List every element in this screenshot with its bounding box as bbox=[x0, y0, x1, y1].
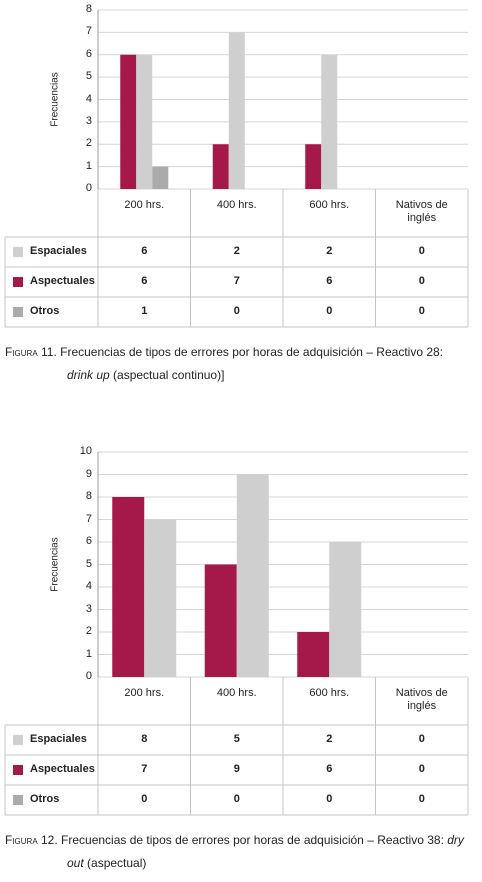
table-value: 7 bbox=[233, 275, 240, 287]
caption: Figura 11. Frecuencias de tipos de error… bbox=[5, 341, 467, 387]
table-value: 0 bbox=[418, 733, 425, 745]
legend-swatch bbox=[13, 765, 23, 775]
table-value: 9 bbox=[233, 763, 240, 775]
table-value: 0 bbox=[233, 305, 240, 317]
bar bbox=[305, 144, 322, 189]
bar bbox=[152, 166, 169, 189]
y-tick-label: 10 bbox=[79, 445, 92, 457]
legend-label: Aspectuales bbox=[30, 275, 95, 287]
table-value: 0 bbox=[141, 793, 148, 805]
y-tick-label: 8 bbox=[85, 3, 92, 15]
caption: Figura 12. Frecuencias de tipos de error… bbox=[5, 829, 467, 875]
y-tick-label: 6 bbox=[85, 535, 92, 547]
y-tick-label: 9 bbox=[85, 467, 92, 480]
bar bbox=[204, 564, 237, 677]
caption-rest: (aspectual continuo)] bbox=[109, 368, 225, 382]
y-axis-label: Frecuencias bbox=[49, 536, 61, 592]
legend-swatch bbox=[13, 795, 23, 805]
table-value: 6 bbox=[326, 763, 333, 775]
column-header: 400 hrs. bbox=[216, 199, 257, 211]
y-tick-label: 1 bbox=[85, 647, 92, 660]
legend-label: Otros bbox=[30, 793, 60, 805]
bar bbox=[321, 54, 338, 189]
caption-italic: drink up bbox=[67, 368, 110, 382]
column-header: 400 hrs. bbox=[216, 687, 257, 699]
table-value: 5 bbox=[233, 733, 240, 745]
table-value: 7 bbox=[141, 763, 148, 775]
legend-swatch bbox=[13, 735, 23, 745]
caption-text: Frecuencias de tipos de errores por hora… bbox=[57, 833, 448, 847]
table-value: 6 bbox=[141, 245, 148, 257]
legend-swatch bbox=[13, 307, 23, 317]
y-tick-label: 2 bbox=[85, 625, 92, 637]
caption-label: Figura 11. bbox=[5, 345, 57, 359]
caption-rest: (aspectual) bbox=[83, 856, 147, 870]
column-header: 200 hrs. bbox=[124, 687, 165, 699]
y-tick-label: 7 bbox=[85, 512, 92, 525]
legend-swatch bbox=[13, 277, 23, 287]
column-header: 200 hrs. bbox=[124, 199, 165, 211]
y-tick-label: 5 bbox=[85, 70, 92, 83]
bar bbox=[236, 474, 269, 677]
legend-label: Espaciales bbox=[30, 733, 87, 745]
table-value: 6 bbox=[326, 275, 333, 287]
y-tick-label: 4 bbox=[85, 92, 92, 105]
bar bbox=[212, 144, 229, 189]
column-header: 600 hrs. bbox=[309, 199, 350, 211]
caption-text: Frecuencias de tipos de errores por hora… bbox=[56, 345, 444, 359]
bar bbox=[136, 54, 153, 189]
table-value: 0 bbox=[418, 763, 425, 775]
y-tick-label: 3 bbox=[85, 114, 92, 127]
y-tick-label: 1 bbox=[85, 159, 92, 172]
bar bbox=[228, 32, 245, 189]
table-value: 2 bbox=[326, 733, 333, 745]
bar bbox=[112, 497, 145, 677]
table-value: 8 bbox=[141, 733, 148, 745]
caption-label: Figura 12. bbox=[5, 833, 58, 847]
column-header: 600 hrs. bbox=[309, 687, 350, 699]
y-tick-label: 5 bbox=[85, 557, 92, 570]
caption-italic: dry out bbox=[67, 833, 464, 870]
bar bbox=[144, 519, 177, 677]
table-value: 0 bbox=[418, 793, 425, 805]
y-tick-label: 2 bbox=[85, 137, 92, 150]
y-tick-label: 3 bbox=[85, 602, 92, 615]
table-value: 0 bbox=[233, 793, 240, 805]
table-value: 2 bbox=[233, 245, 240, 257]
column-header: Nativos de inglés bbox=[395, 199, 448, 224]
table-value: 2 bbox=[326, 245, 333, 257]
y-tick-label: 4 bbox=[85, 580, 92, 592]
table-value: 0 bbox=[418, 245, 425, 257]
y-tick-label: 0 bbox=[85, 670, 92, 682]
table-value: 6 bbox=[141, 275, 148, 287]
legend-label: Otros bbox=[30, 305, 60, 317]
table-value: 0 bbox=[418, 275, 425, 287]
y-tick-label: 0 bbox=[85, 182, 92, 194]
y-tick-label: 7 bbox=[85, 25, 92, 38]
y-tick-label: 8 bbox=[85, 490, 92, 502]
legend-swatch bbox=[13, 247, 23, 257]
table-value: 0 bbox=[326, 793, 333, 805]
bar bbox=[329, 542, 362, 677]
column-header: Nativos de inglés bbox=[395, 687, 448, 712]
table-value: 0 bbox=[418, 305, 425, 317]
bar bbox=[120, 54, 137, 189]
legend-label: Espaciales bbox=[30, 245, 87, 257]
table-value: 0 bbox=[326, 305, 333, 317]
y-tick-label: 6 bbox=[85, 47, 92, 60]
table-value: 1 bbox=[141, 305, 148, 317]
bar bbox=[297, 632, 330, 677]
legend-label: Aspectuales bbox=[30, 763, 95, 775]
y-axis-label: Frecuencias bbox=[49, 71, 61, 127]
